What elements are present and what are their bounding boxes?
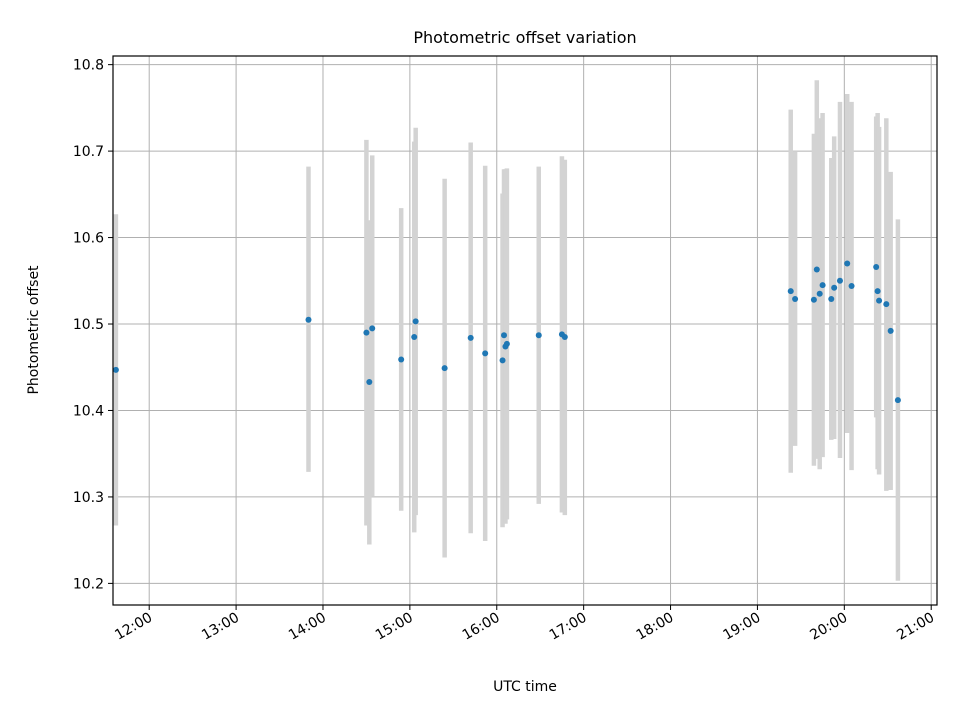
y-tick-label: 10.3 — [73, 490, 104, 506]
y-tick-label: 10.6 — [73, 231, 104, 247]
data-point — [874, 288, 881, 295]
data-point — [844, 260, 851, 267]
data-point — [819, 282, 826, 289]
data-point — [499, 357, 506, 364]
y-axis: 10.2 10.3 10.4 10.5 10.6 10.7 10.8 — [73, 58, 113, 592]
data-point — [894, 397, 901, 404]
plot-frame — [112, 55, 938, 606]
data-point — [412, 318, 419, 325]
data-point — [503, 340, 510, 347]
data-point — [816, 290, 823, 297]
y-tick-label: 10.5 — [73, 317, 104, 333]
data-point — [836, 277, 843, 284]
data-point — [467, 334, 474, 341]
x-axis-label: UTC time — [493, 679, 557, 695]
grid — [113, 56, 937, 605]
data-point — [398, 356, 405, 363]
data-point — [813, 266, 820, 273]
chart-title: Photometric offset variation — [413, 28, 636, 47]
data-point — [112, 366, 119, 373]
data-point — [787, 288, 794, 295]
data-point — [535, 332, 542, 339]
data-point — [883, 301, 890, 308]
y-axis-label: Photometric offset — [26, 265, 42, 395]
data-point — [363, 329, 370, 336]
data-point — [848, 282, 855, 289]
data-point — [482, 350, 489, 357]
data-point — [561, 333, 568, 340]
data-point — [887, 327, 894, 334]
y-tick-label: 10.8 — [73, 58, 104, 74]
data-point — [876, 297, 883, 304]
data-point — [873, 263, 880, 270]
data-point — [366, 378, 373, 385]
data-point — [441, 365, 448, 372]
y-tick-label: 10.7 — [73, 144, 104, 160]
data-point — [792, 295, 799, 302]
data-point — [369, 325, 376, 332]
data-point — [831, 284, 838, 291]
data-point — [305, 316, 312, 323]
data-point — [411, 333, 418, 340]
data-point — [501, 332, 508, 339]
y-tick-label: 10.4 — [73, 403, 104, 419]
data-point — [810, 296, 817, 303]
data-points — [112, 260, 901, 404]
y-tick-label: 10.2 — [73, 576, 104, 592]
data-point — [828, 295, 835, 302]
